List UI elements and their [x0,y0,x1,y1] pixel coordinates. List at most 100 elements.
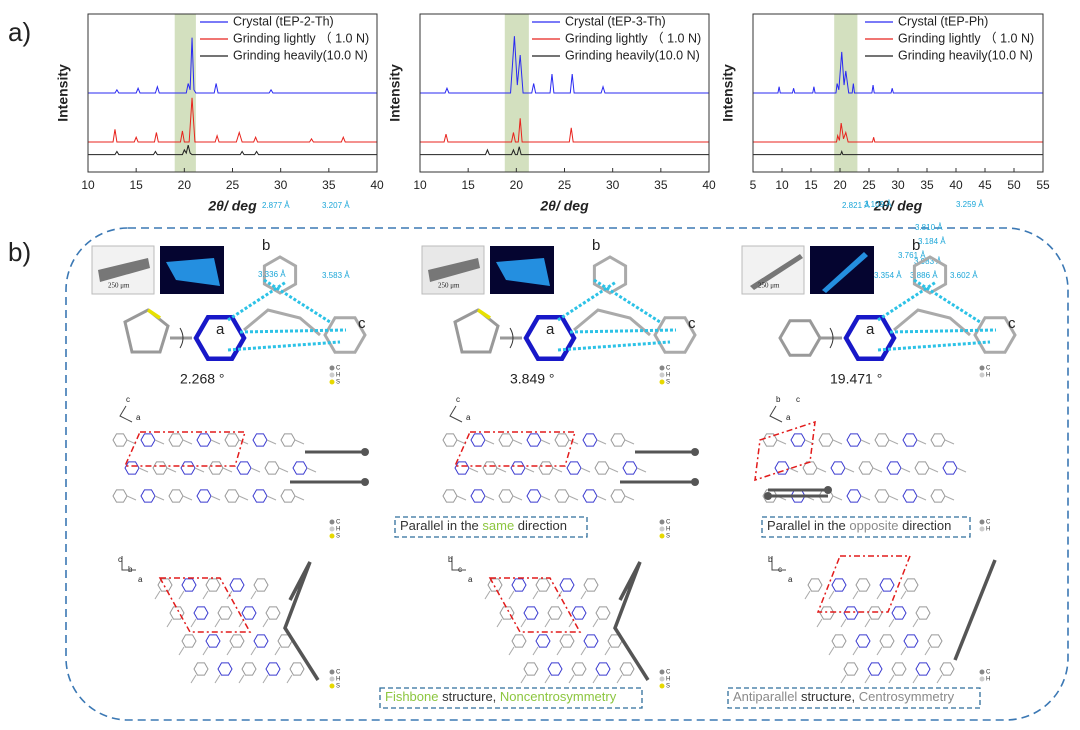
packed-ring [205,634,221,648]
highlight-band [834,14,858,172]
packed-ring [915,662,931,676]
packed-ring [241,606,257,620]
x-tick-label: 40 [702,178,716,192]
packed-bond [154,590,161,600]
atom-label: C [666,670,671,676]
packed-ring [867,662,883,676]
packed-bond [844,467,855,473]
atom-label: H [986,677,990,683]
packed-bond [900,646,907,656]
ring-label: a [546,321,555,338]
packed-ring [879,578,895,592]
packed-ring [903,578,919,592]
packed-ring [874,433,890,447]
packed-bond [596,495,607,501]
packed-bond [840,674,847,684]
packed-ring [622,461,638,475]
packed-ring [819,606,835,620]
x-tick-label: 10 [413,178,427,192]
packed-ring [891,662,907,676]
atom-dot [979,365,985,371]
crystal-shape [98,258,150,282]
packed-ring [224,433,240,447]
caption-part: direction [899,518,952,533]
packed-bond [944,495,955,501]
packed-ring [523,606,539,620]
packed-ring [523,662,539,676]
crystal-axis-label: a [136,413,141,422]
packed-bond [816,467,827,473]
atom-dot [659,372,665,378]
crystal-axis-label: c [126,395,130,404]
packed-ring [879,634,895,648]
atom-label: H [336,677,340,683]
packed-ring [583,578,599,592]
atom-dot [329,683,335,689]
packed-ring [511,578,527,592]
atom-dot [329,365,335,371]
x-axis-title: 2θ/ deg [539,198,589,214]
contact-line [239,328,347,334]
packed-ring [583,634,599,648]
crystal-axis-label: b [768,555,773,564]
central-ring [193,314,247,362]
packed-bond [508,646,515,656]
angle-arc [829,327,834,349]
packed-bond [226,646,233,656]
atom-dot [659,533,665,539]
packed-bond [888,495,899,501]
packed-bond [916,495,927,501]
packed-ring [774,461,790,475]
x-tick-label: 25 [558,178,572,192]
packed-ring [499,606,515,620]
packed-bond [496,618,503,628]
fluorescence-shape [166,258,220,286]
atom-label: H [666,373,670,379]
y-axis-title: Intensity [55,64,71,122]
packed-bond [592,618,599,628]
packed-bond [266,439,277,445]
distance-label: 3.354 Å [874,271,902,280]
packed-ring [470,433,486,447]
ring-label: b [262,237,270,254]
packed-ring [874,489,890,503]
atom-label: C [336,520,341,526]
crystal-axis [121,556,136,571]
legend-label: Grinding heavily(10.0 N) [565,48,700,62]
packed-bond [568,439,579,445]
caption-part: structure, [797,689,858,704]
caption-part: Parallel [400,518,443,533]
caption-part: Fishbone [385,689,438,704]
packed-bond [888,439,899,445]
packed-bond [864,674,871,684]
packed-bond [214,618,221,628]
packed-ring [582,489,598,503]
packed-ring [264,461,280,475]
packed-ring [280,489,296,503]
atom-dot [659,676,665,682]
x-axis-title: 2θ/ deg [873,198,923,214]
angle-arc [179,327,184,349]
packed-ring [217,662,233,676]
packed-ring [867,606,883,620]
packed-bond [262,618,269,628]
packed-bond [190,618,197,628]
packed-ring [168,433,184,447]
packed-ring [818,433,834,447]
packed-bond [238,439,249,445]
crystal-shape [428,258,480,282]
packed-ring [554,489,570,503]
ring-label: b [912,237,920,254]
packed-bond [166,618,173,628]
unit-cell [488,577,582,633]
packed-bond [876,646,883,656]
packed-ring [802,461,818,475]
packed-ring [442,433,458,447]
packed-bond [202,590,209,600]
packed-bond [828,590,835,600]
crystal-axis-label: a [466,413,471,422]
ring-label: b [592,237,600,254]
packed-bond [484,590,491,600]
legend-label: Grinding lightly （ 1.0 N) [565,31,701,45]
distance-label: 3.761 Å [898,251,926,260]
